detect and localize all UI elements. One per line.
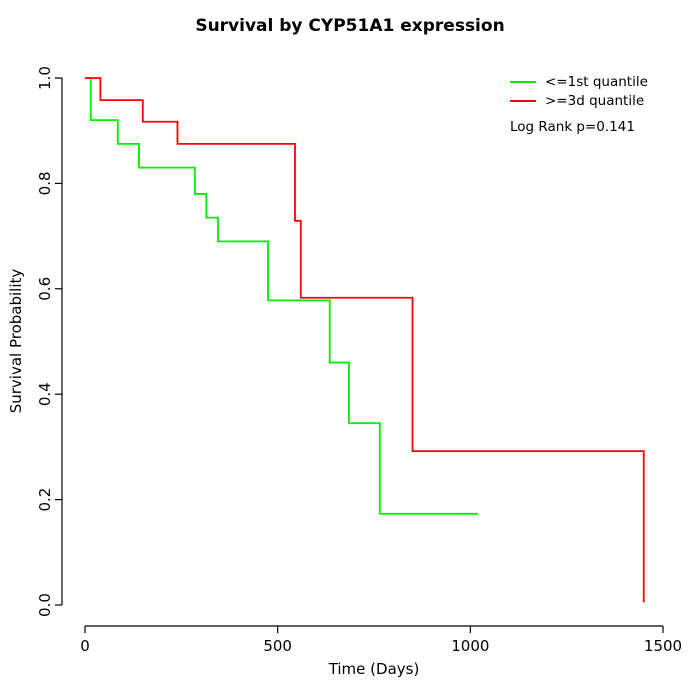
x-tick-label: 500 (263, 637, 292, 655)
km-curve-0 (85, 77, 479, 515)
legend-item-high-expression: >=3d quantile (510, 91, 648, 110)
red-line-swatch (510, 99, 536, 102)
log-rank-annotation: Log Rank p=0.141 (510, 119, 635, 135)
y-axis-title: Survival Probability (7, 268, 25, 414)
x-axis-title: Time (Days) (328, 660, 420, 678)
x-tick-label: 1000 (451, 637, 489, 655)
legend-label-high: >=3d quantile (545, 92, 645, 109)
legend-label-low: <=1st quantile (545, 73, 648, 90)
y-tick-label: 0.0 (36, 593, 54, 617)
km-curve-1 (85, 77, 645, 603)
y-tick-label: 0.4 (36, 382, 54, 406)
chart-title: Survival by CYP51A1 expression (195, 16, 505, 36)
x-tick-label: 0 (80, 637, 90, 655)
y-tick-label: 0.8 (36, 171, 54, 195)
legend-item-low-expression: <=1st quantile (510, 72, 648, 91)
x-tick-label: 1500 (644, 637, 682, 655)
y-tick-label: 1.0 (36, 66, 54, 90)
y-tick-label: 0.2 (36, 488, 54, 512)
y-tick-label: 0.6 (36, 277, 54, 301)
green-line-swatch (510, 80, 536, 83)
legend: <=1st quantile >=3d quantile Log Rank p=… (510, 72, 648, 135)
